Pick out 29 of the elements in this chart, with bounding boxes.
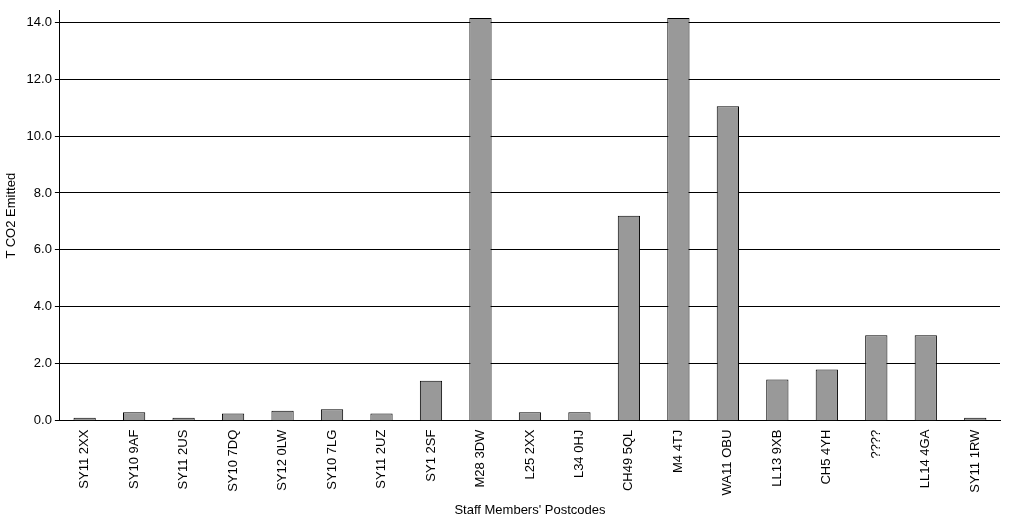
x-tick-label: M28 3DW bbox=[472, 428, 488, 488]
x-tick-label: CH49 5QL bbox=[620, 429, 636, 492]
x-tick-label: LL13 9XB bbox=[768, 429, 784, 487]
x-tick-label: SY1 2SF bbox=[422, 429, 438, 482]
x-tick-label: SY10 9AF bbox=[125, 429, 141, 489]
x-tick-label: SY11 2UZ bbox=[373, 429, 389, 489]
x-tick-label: SY11 2US bbox=[175, 429, 191, 490]
x-axis-title: Staff Members' Postcodes bbox=[454, 501, 606, 517]
x-tick-label: SY10 7LG bbox=[323, 429, 339, 490]
y-tick-label: 6.0 bbox=[33, 241, 52, 257]
x-tick-label: L34 0HJ bbox=[571, 429, 587, 479]
y-tick-label: 14.0 bbox=[26, 13, 52, 29]
x-tick-label: WA11 OBU bbox=[719, 429, 735, 496]
y-tick-label: 0.0 bbox=[33, 412, 52, 428]
x-tick-label: CH5 4YH bbox=[818, 429, 834, 485]
y-tick-label: 8.0 bbox=[33, 184, 52, 200]
y-tick-label: 4.0 bbox=[33, 298, 52, 314]
x-tick-label: ???? bbox=[867, 429, 883, 459]
x-tick-label: SY11 1RW bbox=[966, 428, 982, 493]
x-tick-label: SY12 0LW bbox=[274, 428, 290, 491]
x-tick-label: L25 2XX bbox=[521, 429, 537, 480]
x-tick-label: SY10 7DQ bbox=[224, 429, 240, 492]
x-tick-label: LL14 4GA bbox=[917, 429, 933, 489]
y-tick-label: 10.0 bbox=[26, 127, 52, 143]
y-tick-label: 12.0 bbox=[26, 70, 52, 86]
y-axis-title: T CO2 Emitted bbox=[3, 172, 19, 259]
x-tick-label: SY11 2XX bbox=[76, 429, 92, 489]
x-tick-label: M4 4TJ bbox=[669, 429, 685, 474]
y-tick-label: 2.0 bbox=[33, 355, 52, 371]
